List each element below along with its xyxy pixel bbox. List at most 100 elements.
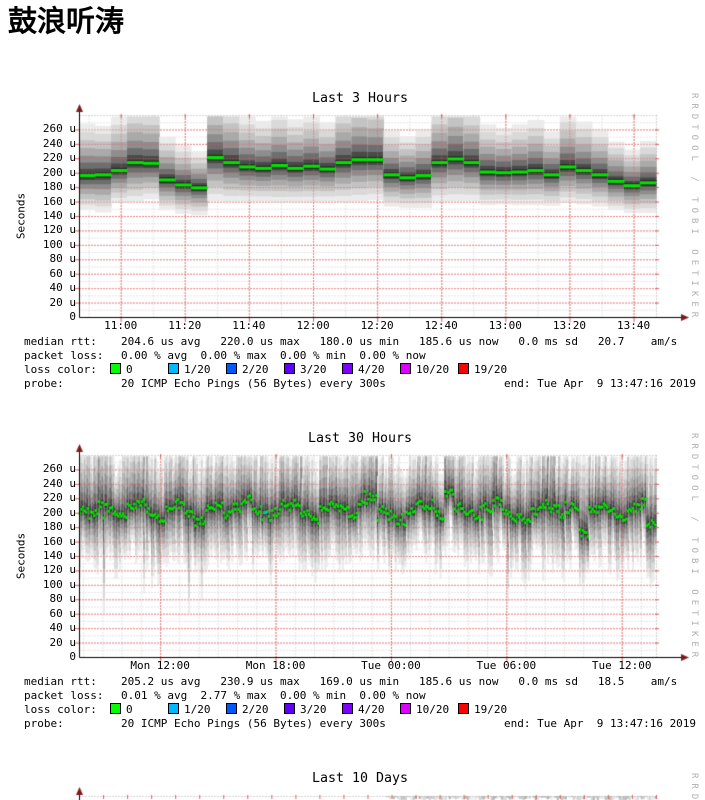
graph-last-10-days: Last 10 Days RRDTOOL / TOBI OETIKER [0, 765, 705, 800]
y-tick-label: 240 u [42, 136, 76, 150]
latency-chart-canvas-3h[interactable] [0, 85, 705, 335]
loss-color-entry: 19/20 [458, 363, 507, 376]
page-title: 鼓浪听涛 [8, 4, 125, 38]
loss-color-entry: 19/20 [458, 703, 507, 716]
x-tick-label: Tue 00:00 [361, 659, 421, 672]
loss-color-swatch [342, 703, 353, 714]
legend-loss-label: packet loss: [24, 349, 104, 362]
loss-color-value: 1/20 [184, 363, 211, 376]
y-tick-label: 200 u [42, 505, 76, 519]
graph-last-30-hours: Last 30 Hours Seconds 260 u 240 u 220 u 200… [0, 425, 705, 765]
loss-color-entry: 1/20 [168, 703, 211, 716]
loss-color-swatch [284, 363, 295, 374]
y-tick-label: 60 u [49, 606, 77, 620]
loss-color-value: 4/20 [358, 363, 385, 376]
legend-end-timestamp: end: Tue Apr 9 13:47:16 2019 [504, 717, 697, 730]
loss-color-value: 2/20 [242, 703, 269, 716]
loss-color-value: 2/20 [242, 363, 269, 376]
rrdtool-watermark: RRDTOOL / TOBI OETIKER [689, 773, 699, 800]
latency-chart-canvas-30h[interactable] [0, 425, 705, 675]
loss-color-entry: 4/20 [342, 363, 385, 376]
y-tick-label: 260 u [42, 462, 76, 476]
loss-color-legend: 0 1/20 2/20 3/20 4/20 10/20 19/20 [0, 703, 705, 717]
y-tick-label: 240 u [42, 476, 76, 490]
y-tick-label: 80 u [49, 592, 77, 606]
y-tick-label: 120 u [42, 223, 76, 237]
x-tick-label: Tue 12:00 [591, 659, 652, 672]
legend-median-label: median rtt: [24, 335, 97, 348]
loss-color-entry: 10/20 [400, 363, 449, 376]
x-tick-label: 11:00 [104, 319, 138, 332]
loss-color-value: 3/20 [300, 363, 327, 376]
y-tick-label: 180 u [42, 180, 76, 194]
loss-color-entry: 4/20 [342, 703, 385, 716]
y-tick-label: 180 u [42, 520, 76, 534]
loss-color-swatch [400, 363, 411, 374]
y-tick-label: 40 u [49, 281, 77, 295]
loss-color-value: 10/20 [416, 363, 450, 376]
legend-probe-value: 20 ICMP Echo Pings (56 Bytes) every 300s [121, 377, 386, 390]
chart-title: Last 10 Days [311, 771, 409, 786]
loss-color-swatch [110, 703, 121, 714]
y-tick-label: 0 [69, 310, 76, 323]
legend-losscolor-label: loss color: [24, 703, 97, 716]
loss-color-entry: 1/20 [168, 363, 211, 376]
loss-color-value: 19/20 [474, 363, 508, 376]
legend-probe-label: probe: [24, 377, 64, 390]
loss-color-swatch [110, 363, 121, 374]
y-tick-label: 260 u [42, 122, 76, 136]
loss-color-entry: 0 [110, 703, 133, 716]
y-tick-label: 80 u [49, 252, 77, 266]
legend-median-values: 204.6 us avg 220.0 us max 180.0 us min 1… [121, 335, 678, 348]
loss-color-swatch [458, 703, 469, 714]
loss-color-value: 19/20 [474, 703, 508, 716]
legend-end-timestamp: end: Tue Apr 9 13:47:16 2019 [504, 377, 697, 390]
x-tick-label: 13:40 [616, 319, 651, 332]
x-tick-label: 12:00 [296, 319, 330, 332]
loss-color-swatch [226, 703, 237, 714]
x-tick-label: 11:20 [168, 319, 202, 332]
y-tick-label: 160 u [42, 534, 76, 548]
x-tick-label: 12:20 [360, 319, 394, 332]
loss-color-swatch [226, 363, 237, 374]
x-tick-label: Mon 18:00 [245, 659, 306, 672]
x-tick-label: 11:40 [232, 319, 266, 332]
y-tick-label: 20 u [49, 295, 77, 309]
y-tick-label: 200 u [42, 165, 76, 179]
loss-color-swatch [458, 363, 469, 374]
loss-color-swatch [342, 363, 353, 374]
loss-color-swatch [400, 703, 411, 714]
loss-color-legend: 0 1/20 2/20 3/20 4/20 10/20 19/20 [0, 363, 705, 377]
y-tick-label: 140 u [42, 549, 76, 562]
loss-color-entry: 0 [110, 363, 133, 376]
y-tick-label: 160 u [42, 194, 76, 208]
y-tick-label: 40 u [49, 621, 77, 635]
legend-loss-values: 0.00 % avg 0.00 % max 0.00 % min 0.00 % … [121, 349, 426, 362]
loss-color-value: 4/20 [358, 703, 385, 716]
x-tick-label: 13:00 [488, 319, 522, 332]
loss-color-value: 0 [126, 703, 133, 716]
loss-color-entry: 2/20 [226, 703, 269, 716]
legend-probe-value: 20 ICMP Echo Pings (56 Bytes) every 300s [121, 717, 386, 730]
x-tick-label: Tue 06:00 [476, 659, 537, 672]
y-tick-label: 220 u [42, 491, 76, 505]
loss-color-swatch [168, 363, 179, 374]
y-tick-label: 100 u [42, 577, 76, 591]
loss-color-value: 0 [126, 363, 133, 376]
loss-color-value: 3/20 [300, 703, 327, 716]
loss-color-swatch [168, 703, 179, 714]
loss-color-entry: 3/20 [284, 363, 327, 376]
latency-chart-canvas-10d[interactable] [0, 765, 705, 800]
legend-median-label: median rtt: [24, 675, 97, 688]
legend-probe-label: probe: [24, 717, 64, 730]
legend-loss-values: 0.01 % avg 2.77 % max 0.00 % min 0.00 % … [121, 689, 426, 702]
x-tick-label: 13:20 [552, 319, 586, 332]
loss-color-swatch [284, 703, 295, 714]
loss-color-value: 1/20 [184, 703, 211, 716]
y-tick-label: 140 u [42, 209, 76, 222]
y-tick-label: 60 u [49, 266, 77, 280]
legend-median-values: 205.2 us avg 230.9 us max 169.0 us min 1… [121, 675, 678, 688]
legend-loss-label: packet loss: [24, 689, 104, 702]
loss-color-entry: 2/20 [226, 363, 269, 376]
